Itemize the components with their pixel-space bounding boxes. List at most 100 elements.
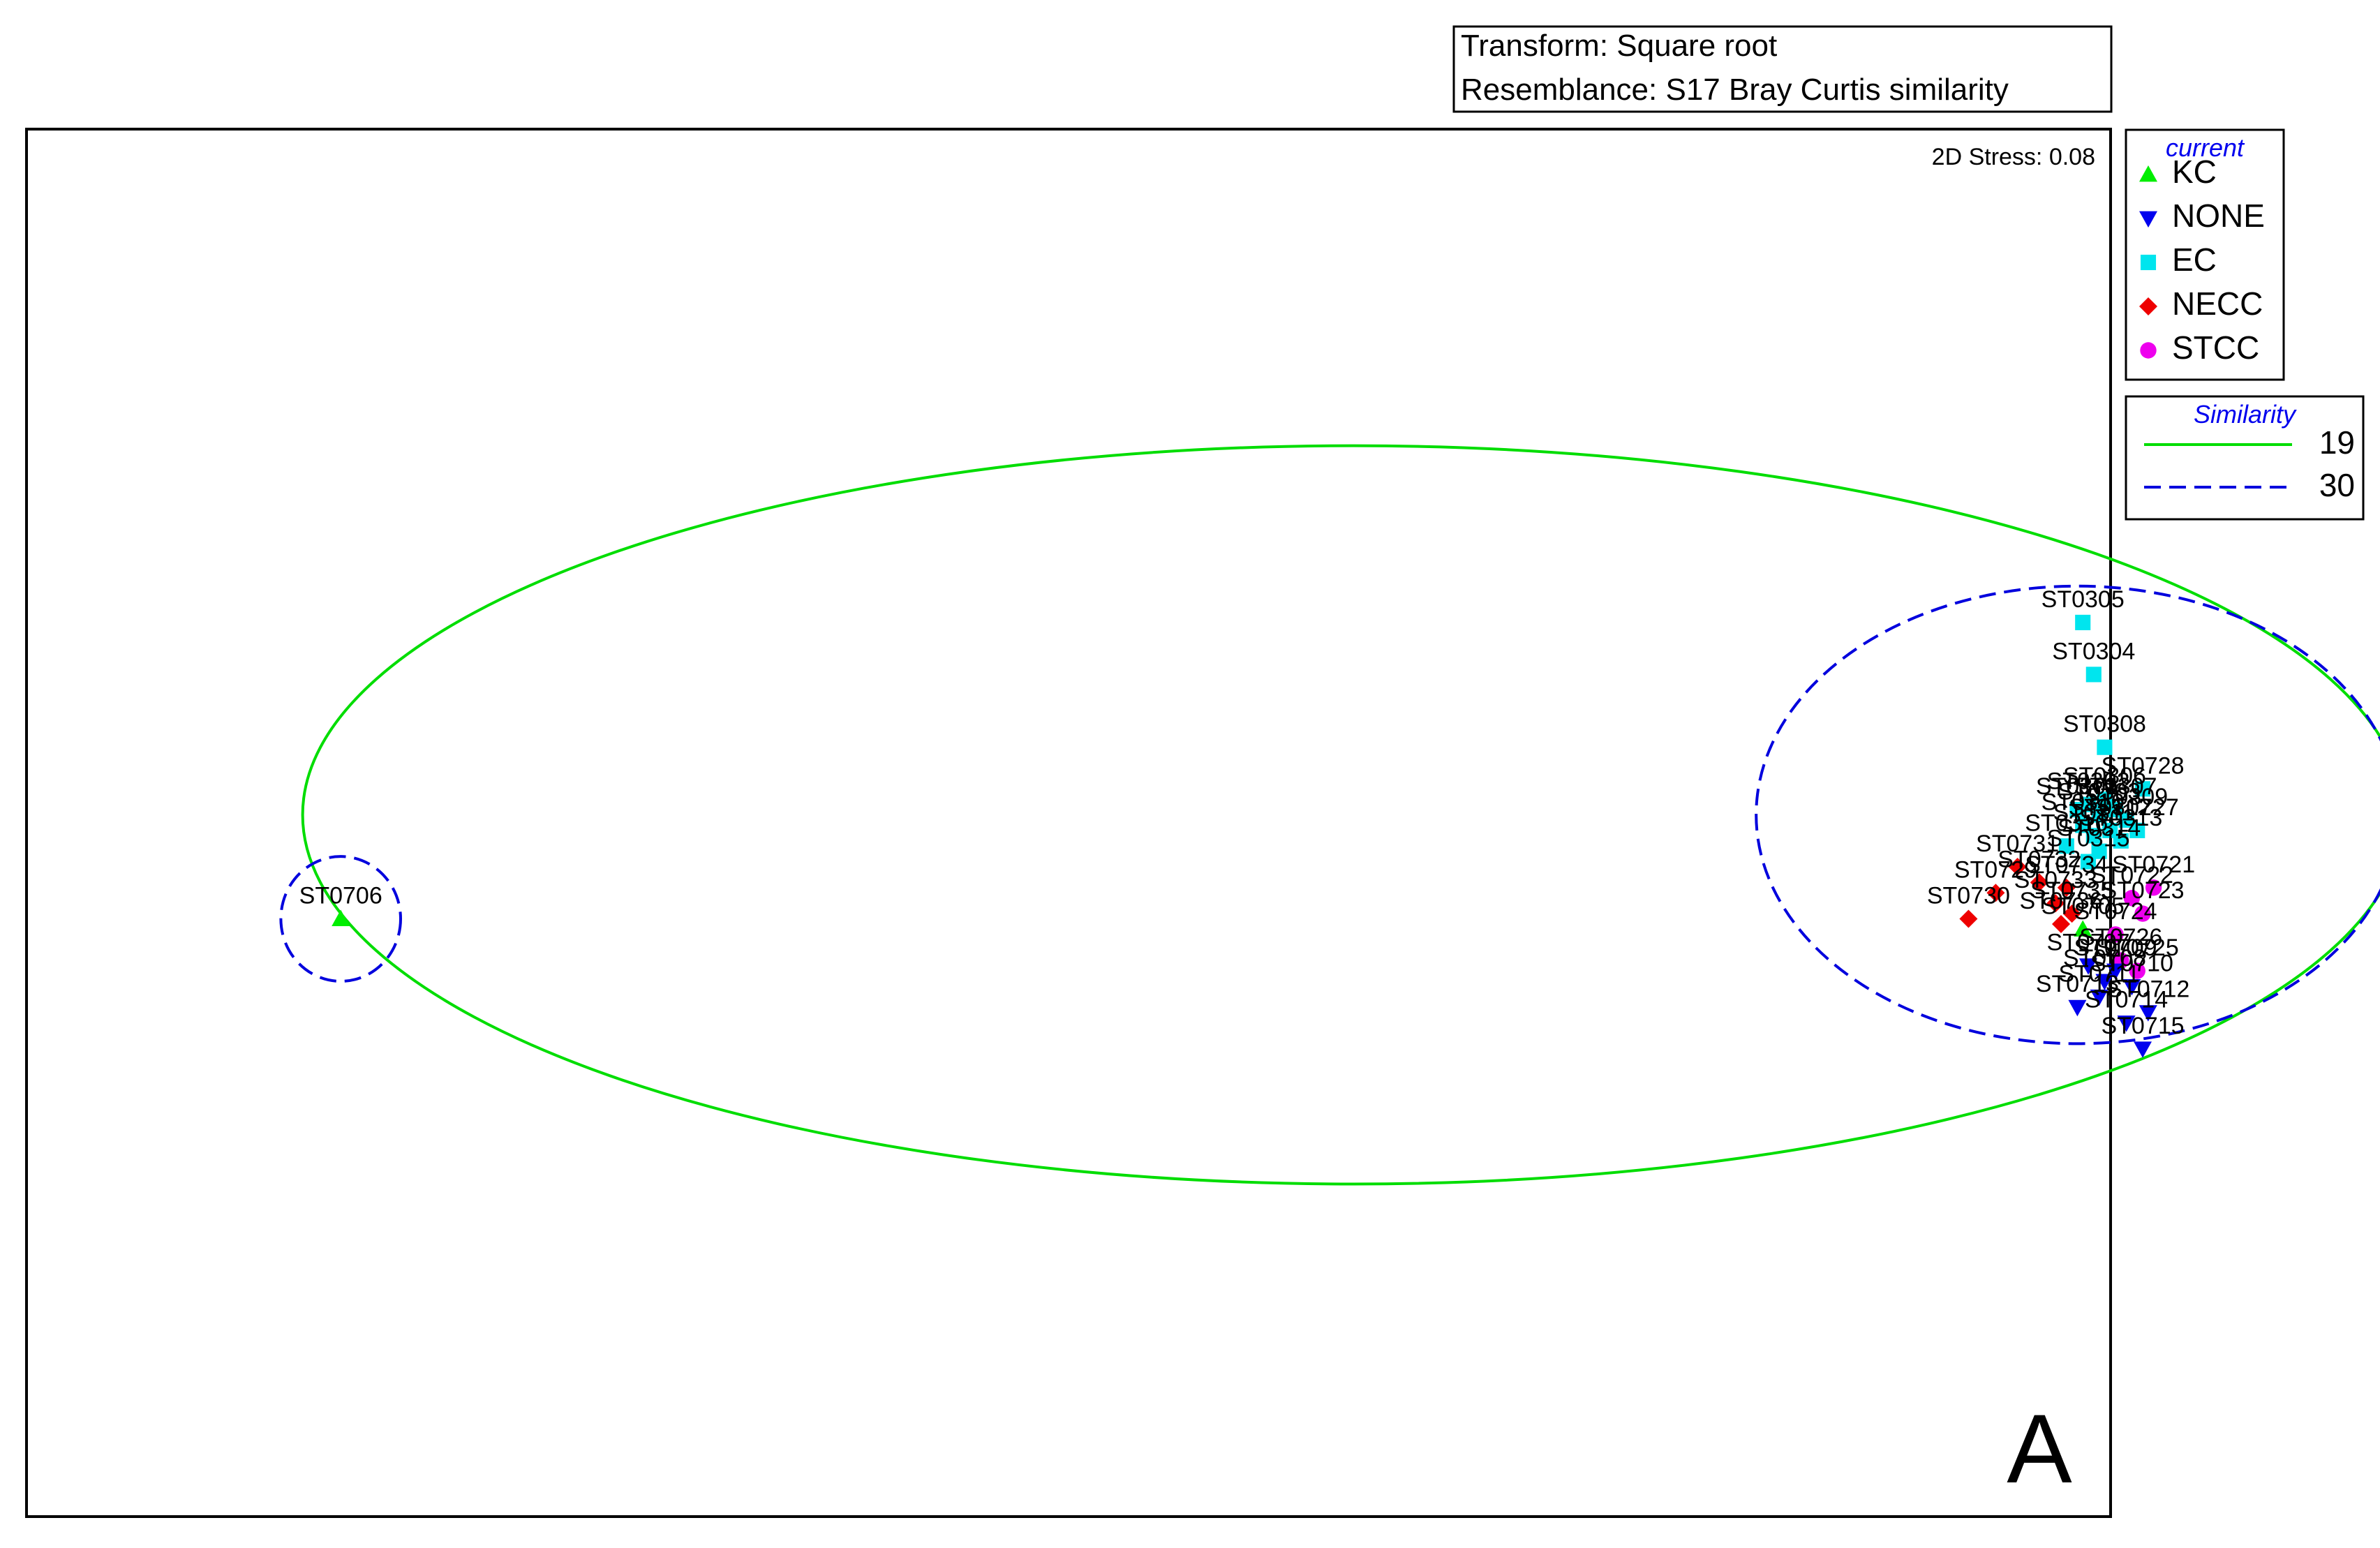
point-label: ST0731 (1976, 831, 2059, 857)
point-label: ST0316 (2025, 810, 2108, 836)
point-label: ST0312 (2069, 794, 2152, 821)
stress-label: 2D Stress: 0.08 (1932, 144, 2095, 170)
point-marker-stcc (2107, 926, 2124, 943)
legend-value-30: 30 (2319, 467, 2355, 503)
point-label: ST0733 (2014, 867, 2097, 893)
point-marker-ec (2091, 807, 2107, 823)
point-marker-ec (2058, 838, 2074, 854)
point-marker-none (2106, 963, 2125, 981)
point-label: ST0302 (2046, 768, 2129, 795)
point-label: ST0313 (2079, 805, 2162, 831)
point-label: ST0722 (2090, 862, 2173, 888)
point-label: ST0301 (2036, 773, 2119, 800)
point-label: ST0306 (2063, 763, 2146, 789)
point-label: ST0727 (2096, 794, 2179, 821)
point-marker-necc (2008, 858, 2027, 877)
point-label: ST0309 (2085, 784, 2168, 810)
legend-marker-necc (2139, 297, 2157, 315)
point-labels: ST0706ST0305ST0304ST0308ST0728ST0301ST03… (299, 586, 2195, 1039)
point-marker-none (2079, 958, 2097, 975)
point-label: ST0728 (2101, 752, 2184, 779)
contour-30 (1755, 584, 2380, 1045)
point-label: ST0723 (2101, 877, 2184, 904)
point-marker-necc (2030, 873, 2048, 892)
point-marker-necc (2057, 878, 2076, 897)
point-marker-ec (2085, 667, 2102, 683)
point-label: ST0308 (2063, 711, 2146, 738)
point-label: ST0709 (2074, 935, 2157, 961)
point-marker-ec (2085, 828, 2102, 844)
contour-19 (302, 444, 2380, 1186)
point-label: ST0726 (2079, 924, 2162, 951)
point-marker-none (2090, 989, 2108, 1006)
point-marker-stcc (2123, 890, 2141, 907)
point-marker-necc (2052, 915, 2070, 933)
point-label: ST0303 (2058, 779, 2141, 805)
similarity-contours (279, 444, 2380, 1186)
point-label: ST0713 (2036, 971, 2119, 997)
point-label: ST0706 (299, 883, 382, 909)
point-label: ST0715 (2101, 1013, 2184, 1039)
point-marker-stcc (2129, 962, 2145, 979)
point-marker-stcc (2145, 879, 2162, 896)
legend-value-19: 19 (2319, 424, 2355, 461)
legend-label-necc: NECC (2172, 285, 2263, 322)
info-box: Transform: Square root Resemblance: S17 … (1452, 25, 2113, 113)
point-label: ST0725 (2096, 935, 2179, 961)
point-marker-stcc (2134, 905, 2151, 922)
point-label: ST0724 (2074, 898, 2157, 925)
point-label: ST0732 (1998, 846, 2081, 872)
point-label: ST0711 (2058, 960, 2140, 987)
point-label: ST0304 (2052, 638, 2135, 664)
point-label: ST0310 (2041, 789, 2125, 815)
point-marker-necc (2062, 905, 2081, 923)
point-label: ST0730 (1927, 883, 2010, 909)
resemblance-text: Resemblance: S17 Bray Curtis similarity (1461, 73, 2009, 107)
point-marker-ec (2080, 854, 2097, 870)
point-label: ST0305 (2041, 586, 2125, 613)
point-label: ST0707 (2046, 930, 2129, 956)
point-marker-none (2134, 1041, 2152, 1058)
panel-label: A (2007, 1394, 2072, 1503)
legend-marker-kc (2139, 165, 2157, 182)
point-marker-ec (2113, 833, 2129, 849)
legend-current: current KC NONE EC NECC STCC (2125, 128, 2285, 381)
contour-30 (279, 855, 403, 983)
point-marker-ec (2075, 614, 2091, 630)
plot-frame (25, 128, 2112, 1518)
legend-current-title: current (2166, 133, 2245, 162)
point-label: ST0736 (2019, 888, 2102, 914)
legend-similarity-title: Similarity (2194, 400, 2297, 429)
legend-label-stcc: STCC (2172, 329, 2259, 366)
point-marker-none (2095, 974, 2114, 990)
point-label: ST0314 (2058, 815, 2141, 842)
point-label: ST0708 (2063, 945, 2146, 972)
transform-text: Transform: Square root (1461, 29, 1777, 63)
legend-marker-none (2139, 211, 2157, 228)
point-marker-none (2068, 999, 2087, 1017)
point-markers (332, 614, 2162, 1058)
point-label: ST0729 (1954, 856, 2037, 883)
legend-similarity: Similarity 19 30 (2125, 395, 2365, 521)
point-label: ST0714 (2085, 987, 2168, 1013)
point-marker-none (2117, 1015, 2136, 1032)
point-label: ST0311 (2053, 799, 2135, 826)
point-marker-necc (1986, 884, 2005, 902)
point-label: ST0315 (2046, 826, 2129, 852)
legend-label-kc: KC (2172, 154, 2217, 190)
legend-marker-stcc (2140, 342, 2157, 359)
point-marker-none (2139, 1005, 2157, 1022)
point-label: ST0734 (2025, 851, 2108, 878)
point-marker-ec (2129, 822, 2145, 838)
point-marker-kc (332, 909, 350, 926)
legend-marker-ec (2140, 254, 2157, 271)
point-label: ST0307 (2074, 773, 2157, 800)
point-marker-necc (2046, 894, 2065, 913)
point-marker-none (2122, 979, 2141, 996)
point-label: ST0710 (2090, 950, 2173, 976)
point-label: ST0705 (2041, 893, 2125, 919)
point-marker-ec (2097, 739, 2113, 755)
legend-label-ec: EC (2172, 241, 2217, 278)
point-label: ST0735 (2030, 877, 2113, 904)
